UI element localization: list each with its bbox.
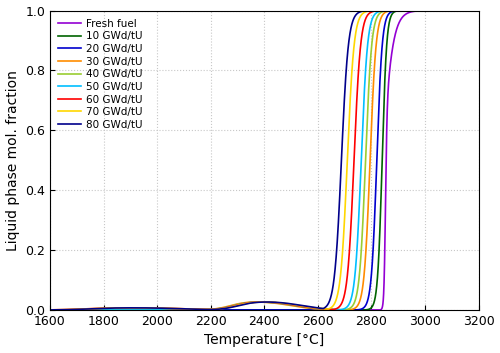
Fresh fuel [364, 308, 370, 312]
X-axis label: Temperature [°C]: Temperature [°C] [204, 334, 324, 347]
70 GWd/tU [364, 9, 370, 13]
40 GWd/tU [388, 8, 394, 13]
60 GWd/tU [476, 8, 482, 13]
80 GWd/tU [202, 307, 208, 312]
Line: 30 GWd/tU: 30 GWd/tU [50, 11, 478, 310]
60 GWd/tU [364, 13, 370, 17]
Line: 60 GWd/tU: 60 GWd/tU [50, 11, 478, 310]
60 GWd/tU [471, 8, 477, 13]
40 GWd/tU [476, 8, 482, 13]
70 GWd/tU [476, 8, 482, 13]
Line: 50 GWd/tU: 50 GWd/tU [50, 11, 478, 310]
50 GWd/tU [364, 42, 370, 46]
30 GWd/tU [47, 308, 53, 312]
10 GWd/tU [300, 308, 306, 312]
20 GWd/tU [476, 8, 482, 13]
70 GWd/tU [202, 307, 208, 312]
Fresh fuel [68, 308, 74, 312]
40 GWd/tU [202, 307, 208, 312]
30 GWd/tU [473, 8, 479, 13]
50 GWd/tU [472, 8, 478, 13]
30 GWd/tU [320, 307, 326, 311]
60 GWd/tU [202, 307, 208, 312]
30 GWd/tU [300, 305, 306, 310]
10 GWd/tU [388, 15, 394, 19]
Line: 20 GWd/tU: 20 GWd/tU [50, 11, 478, 310]
20 GWd/tU [202, 308, 208, 312]
80 GWd/tU [68, 307, 74, 312]
20 GWd/tU [320, 308, 326, 312]
40 GWd/tU [364, 107, 370, 111]
Fresh fuel [320, 308, 326, 312]
Line: 70 GWd/tU: 70 GWd/tU [50, 11, 478, 310]
70 GWd/tU [300, 304, 306, 309]
70 GWd/tU [47, 308, 53, 312]
40 GWd/tU [300, 305, 306, 309]
20 GWd/tU [364, 298, 370, 302]
Line: 40 GWd/tU: 40 GWd/tU [50, 11, 478, 310]
Fresh fuel [388, 60, 394, 64]
Fresh fuel [300, 308, 306, 312]
50 GWd/tU [320, 307, 326, 311]
40 GWd/tU [474, 8, 480, 13]
30 GWd/tU [202, 307, 208, 312]
50 GWd/tU [68, 308, 74, 312]
Line: Fresh fuel: Fresh fuel [50, 11, 478, 310]
80 GWd/tU [47, 308, 53, 312]
10 GWd/tU [202, 308, 208, 312]
30 GWd/tU [388, 9, 394, 13]
70 GWd/tU [388, 8, 394, 13]
50 GWd/tU [300, 305, 306, 309]
40 GWd/tU [47, 308, 53, 312]
40 GWd/tU [320, 307, 326, 311]
Legend: Fresh fuel, 10 GWd/tU, 20 GWd/tU, 30 GWd/tU, 40 GWd/tU, 50 GWd/tU, 60 GWd/tU, 70: Fresh fuel, 10 GWd/tU, 20 GWd/tU, 30 GWd… [55, 16, 146, 133]
30 GWd/tU [68, 308, 74, 312]
Fresh fuel [476, 8, 482, 13]
10 GWd/tU [476, 8, 482, 13]
50 GWd/tU [202, 307, 208, 312]
10 GWd/tU [320, 308, 326, 312]
Fresh fuel [202, 308, 208, 312]
80 GWd/tU [464, 8, 470, 13]
Fresh fuel [47, 308, 53, 312]
60 GWd/tU [47, 308, 53, 312]
Line: 10 GWd/tU: 10 GWd/tU [50, 11, 478, 310]
80 GWd/tU [300, 304, 306, 308]
50 GWd/tU [388, 8, 394, 13]
Y-axis label: Liquid phase mol. fraction: Liquid phase mol. fraction [6, 70, 20, 251]
60 GWd/tU [300, 305, 306, 309]
10 GWd/tU [364, 307, 370, 312]
10 GWd/tU [47, 308, 53, 312]
30 GWd/tU [476, 8, 482, 13]
60 GWd/tU [68, 307, 74, 311]
10 GWd/tU [68, 308, 74, 312]
50 GWd/tU [476, 8, 482, 13]
70 GWd/tU [468, 8, 473, 13]
20 GWd/tU [388, 10, 394, 14]
80 GWd/tU [320, 306, 326, 311]
50 GWd/tU [47, 308, 53, 312]
60 GWd/tU [320, 307, 326, 311]
30 GWd/tU [364, 215, 370, 219]
40 GWd/tU [68, 308, 74, 312]
70 GWd/tU [320, 306, 326, 311]
20 GWd/tU [300, 308, 306, 312]
80 GWd/tU [476, 8, 482, 13]
80 GWd/tU [364, 8, 370, 13]
80 GWd/tU [388, 8, 394, 13]
70 GWd/tU [68, 307, 74, 312]
60 GWd/tU [388, 8, 394, 13]
20 GWd/tU [47, 308, 53, 312]
20 GWd/tU [68, 308, 74, 312]
Line: 80 GWd/tU: 80 GWd/tU [50, 11, 478, 310]
